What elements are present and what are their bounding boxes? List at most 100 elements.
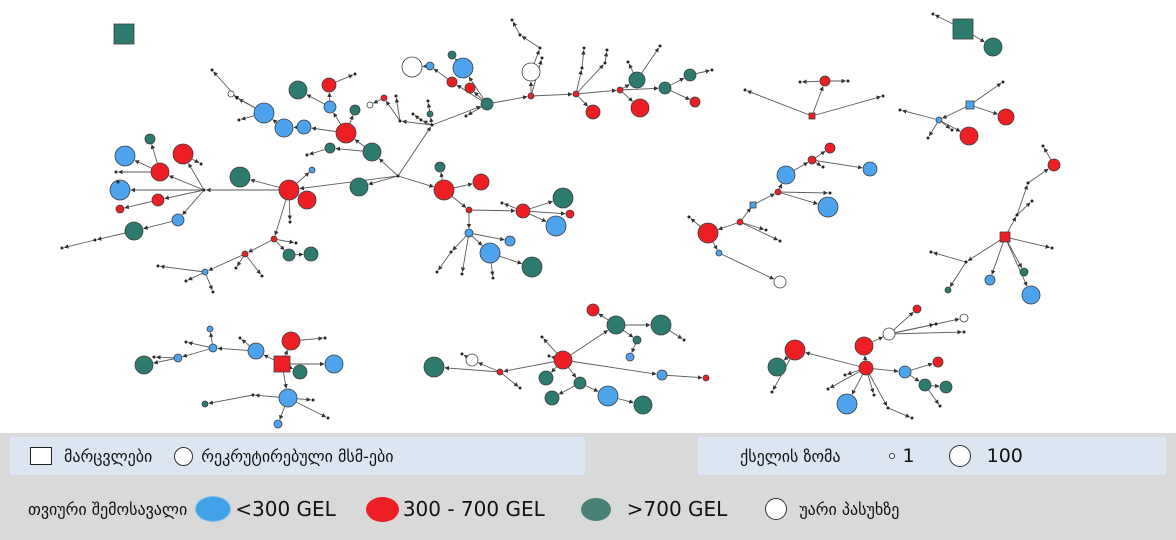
network-junction-dot — [211, 290, 215, 294]
network-junction-dot — [235, 96, 239, 100]
recruited-node — [606, 315, 626, 335]
recruited-node — [545, 215, 567, 237]
recruited-node — [308, 166, 316, 174]
network-junction-dot — [152, 355, 156, 359]
network-junction-dot — [491, 276, 495, 280]
recruited-node — [767, 357, 787, 377]
network-junction-dot — [464, 114, 468, 118]
network-edge — [422, 120, 433, 126]
recruited-node — [932, 356, 944, 368]
network-junction-dot — [540, 335, 544, 339]
recruited-node — [464, 82, 476, 94]
network-edge — [739, 221, 765, 231]
network-edge — [1004, 236, 1051, 249]
network-edge — [811, 159, 863, 170]
network-junction-dot — [658, 44, 662, 48]
network-junction-dot — [764, 228, 768, 232]
recruited-node — [464, 228, 474, 238]
square-icon — [30, 447, 52, 465]
recruited-node — [465, 206, 473, 214]
network-edge — [1016, 184, 1028, 216]
network-edge — [805, 351, 867, 369]
network-edge — [969, 83, 1002, 106]
circle-icon — [174, 446, 194, 466]
network-edge — [397, 126, 431, 177]
network-junction-dot — [710, 68, 714, 72]
network-junction-dot — [114, 170, 118, 174]
recruited-node — [324, 142, 336, 154]
recruited-node — [997, 108, 1015, 126]
recruited-node — [426, 110, 434, 118]
network-junction-dot — [540, 56, 544, 60]
network-junction-dot — [1015, 213, 1019, 217]
recruited-node — [362, 142, 382, 162]
legend-income-mid-label: 300 - 700 GEL — [402, 497, 545, 521]
network-junction-dot — [547, 354, 551, 358]
recruited-node — [552, 187, 574, 209]
recruited-node — [281, 331, 301, 351]
network-junction-dot — [926, 136, 930, 140]
recruited-node — [134, 355, 154, 375]
network-junction-dot — [886, 406, 890, 410]
network-junction-dot — [234, 266, 238, 270]
network-junction-dot — [460, 352, 464, 356]
network-junction-dot — [251, 393, 255, 397]
network-edge — [777, 190, 828, 196]
network-edge — [718, 252, 775, 280]
recruited-node — [939, 380, 953, 394]
recruited-node — [504, 235, 516, 247]
recruited-node — [630, 98, 650, 118]
recruited-node — [349, 104, 361, 116]
network-edge — [182, 189, 205, 216]
small-circle-icon — [888, 453, 895, 459]
recruited-node — [253, 102, 275, 124]
network-junction-dot — [931, 12, 935, 16]
network-junction-dot — [898, 108, 902, 112]
recruited-node — [446, 76, 458, 88]
network-junction-dot — [93, 238, 97, 242]
recruited-node — [573, 376, 587, 390]
network-junction-dot — [1041, 144, 1045, 148]
recruited-node — [380, 94, 388, 102]
network-edge — [63, 239, 96, 249]
recruited-node — [689, 96, 701, 108]
recruited-node — [227, 90, 235, 98]
recruited-node — [273, 419, 283, 429]
network-junction-dot — [1001, 80, 1005, 84]
legend-income-refused-label: უარი პასუხზე — [799, 499, 900, 519]
network-junction-dot — [202, 188, 206, 192]
network-edge — [942, 104, 971, 119]
recruited-node — [538, 370, 554, 386]
network-junction-dot — [929, 250, 933, 254]
network-edge — [499, 371, 519, 387]
recruited-node — [632, 335, 642, 345]
recruited-node — [114, 145, 136, 167]
recruited-node — [882, 327, 896, 341]
network-edge — [431, 105, 481, 126]
recruited-node — [278, 388, 298, 408]
legend-income-high-label: >700 GEL — [626, 497, 728, 521]
network-edge — [575, 88, 617, 95]
recruited-node — [1047, 158, 1061, 172]
network-junction-dot — [778, 239, 782, 243]
network-edge — [397, 175, 434, 188]
seed-square-node — [749, 201, 757, 209]
recruited-node — [173, 353, 183, 363]
recruited-node — [912, 304, 922, 314]
red-dot-icon — [365, 496, 399, 522]
network-edge — [949, 261, 967, 288]
network-edge — [530, 92, 573, 97]
recruited-node — [817, 196, 839, 218]
network-junction-dot — [828, 191, 832, 195]
network-junction-dot — [821, 165, 825, 169]
recruited-node — [201, 268, 209, 276]
recruited-node — [292, 364, 308, 380]
recruited-node — [297, 190, 317, 210]
network-edge — [402, 119, 433, 126]
legend-size-title: ქსელის ზომა — [740, 446, 841, 466]
network-edge — [888, 323, 934, 335]
recruited-node — [270, 235, 278, 243]
network-edge — [468, 232, 505, 242]
recruited-node — [784, 339, 806, 361]
network-junction-dot — [580, 66, 584, 70]
